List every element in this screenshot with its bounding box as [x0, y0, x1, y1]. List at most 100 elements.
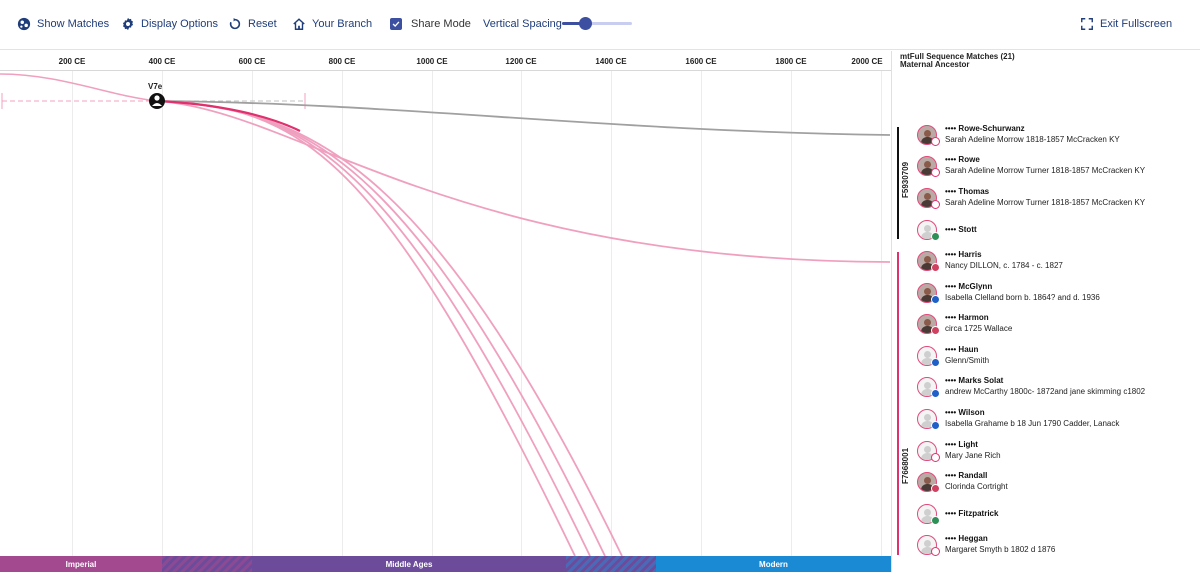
- gridline: [342, 71, 343, 556]
- scotland-flag-icon: [931, 389, 940, 398]
- axis-tick: 1400 CE: [595, 57, 627, 66]
- your-branch-label: Your Branch: [312, 18, 373, 30]
- matches-header: mtFull Sequence Matches (21) Maternal An…: [900, 53, 1015, 69]
- match-name: •••• Heggan: [945, 534, 988, 543]
- axis-tick: 1000 CE: [416, 57, 448, 66]
- match-item[interactable]: •••• Wilson Isabella Grahame b 18 Jun 17…: [917, 408, 1197, 436]
- match-ancestor: Isabella Clelland born b. 1864? and d. 1…: [945, 293, 1100, 302]
- axis-tick: 2000 CE: [851, 57, 883, 66]
- branch-line-pink: [156, 100, 891, 263]
- england-flag-icon: [931, 137, 940, 146]
- match-item[interactable]: •••• Light Mary Jane Rich: [917, 440, 1197, 468]
- exit-fullscreen-button[interactable]: Exit Fullscreen: [1080, 14, 1172, 34]
- match-name: •••• Wilson: [945, 408, 985, 417]
- axis-tick: 1200 CE: [505, 57, 537, 66]
- match-item[interactable]: •••• McGlynn Isabella Clelland born b. 1…: [917, 282, 1197, 310]
- slider-thumb[interactable]: [579, 17, 593, 30]
- match-name: •••• Marks Solat: [945, 376, 1004, 385]
- display-options-label: Display Options: [141, 18, 219, 30]
- timeline-axis: 200 CE 400 CE 600 CE 800 CE 1000 CE 1200…: [0, 51, 892, 71]
- match-name: •••• Randall: [945, 471, 988, 480]
- vertical-spacing-control: Vertical Spacing: [483, 14, 562, 34]
- share-mode-toggle[interactable]: Share Mode: [390, 14, 471, 34]
- globe-icon: [17, 17, 31, 31]
- match-ancestor: Mary Jane Rich: [945, 451, 1001, 460]
- era-modern: Modern: [656, 556, 891, 572]
- vertical-spacing-slider[interactable]: [562, 17, 632, 30]
- ireland-flag-icon: [931, 516, 940, 525]
- group-label-f5930709: F5930709: [901, 161, 910, 198]
- branch-line-falling: [156, 100, 623, 556]
- era-middle-ages: Middle Ages: [252, 556, 566, 572]
- match-item[interactable]: •••• Stott: [917, 219, 1197, 247]
- era-transition: [566, 556, 656, 572]
- exit-fullscreen-icon: [1081, 18, 1093, 30]
- match-name: •••• Harmon: [945, 313, 989, 322]
- gridline: [611, 71, 612, 556]
- share-mode-label: Share Mode: [411, 18, 471, 30]
- gridline: [432, 71, 433, 556]
- ireland-flag-icon: [931, 232, 940, 241]
- match-ancestor: Nancy DILLON, c. 1784 - c. 1827: [945, 261, 1063, 270]
- branch-line-highlight: [156, 99, 301, 132]
- era-imperial: Imperial: [0, 556, 162, 572]
- match-ancestor: Margaret Smyth b 1802 d 1876: [945, 545, 1056, 554]
- match-ancestor: Sarah Adeline Morrow Turner 1818-1857 Mc…: [945, 198, 1146, 207]
- axis-tick: 400 CE: [148, 57, 176, 66]
- toolbar: Show Matches Display Options Reset Your …: [0, 0, 1200, 50]
- match-item[interactable]: •••• Heggan Margaret Smyth b 1802 d 1876: [917, 534, 1197, 562]
- match-ancestor: Sarah Adeline Morrow 1818-1857 McCracken…: [945, 135, 1120, 144]
- match-name: •••• Haun: [945, 345, 979, 354]
- match-ancestor: Clorinda Cortright: [945, 482, 1008, 491]
- reset-button[interactable]: Reset: [228, 14, 277, 34]
- usa-flag-icon: [931, 484, 940, 493]
- match-item[interactable]: •••• Rowe Sarah Adeline Morrow Turner 18…: [917, 155, 1197, 183]
- match-name: •••• Rowe: [945, 155, 980, 164]
- axis-tick: 1800 CE: [775, 57, 807, 66]
- era-label: Middle Ages: [385, 559, 433, 569]
- show-matches-button[interactable]: Show Matches: [17, 14, 109, 34]
- match-name: •••• McGlynn: [945, 282, 993, 291]
- match-ancestor: Sarah Adeline Morrow Turner 1818-1857 Mc…: [945, 166, 1146, 175]
- match-item[interactable]: •••• Rowe-Schurwanz Sarah Adeline Morrow…: [917, 124, 1197, 152]
- scotland-flag-icon: [931, 421, 940, 430]
- vertical-spacing-label: Vertical Spacing: [483, 18, 562, 30]
- match-item[interactable]: •••• Marks Solat andrew McCarthy 1800c- …: [917, 376, 1197, 404]
- ancestral-line: [0, 73, 158, 102]
- match-ancestor: andrew McCarthy 1800c- 1872and jane skim…: [945, 387, 1146, 396]
- match-item[interactable]: •••• Harmon circa 1725 Wallace: [917, 313, 1197, 341]
- england-flag-icon: [931, 547, 940, 556]
- match-name: •••• Thomas: [945, 187, 990, 196]
- england-flag-icon: [931, 453, 940, 462]
- match-name: •••• Light: [945, 440, 978, 449]
- display-options-button[interactable]: Display Options: [121, 14, 218, 34]
- match-item[interactable]: •••• Thomas Sarah Adeline Morrow Turner …: [917, 187, 1197, 215]
- era-label: Modern: [759, 559, 788, 569]
- maternal-ancestor-heading: Maternal Ancestor: [900, 60, 970, 69]
- gridline: [521, 71, 522, 556]
- usa-flag-icon: [931, 263, 940, 272]
- reset-label: Reset: [248, 18, 277, 30]
- match-name: •••• Fitzpatrick: [945, 509, 999, 518]
- match-ancestor: Glenn/Smith: [945, 356, 990, 365]
- share-mode-checkbox[interactable]: [390, 18, 402, 30]
- england-flag-icon: [931, 168, 940, 177]
- match-name: •••• Rowe-Schurwanz: [945, 124, 1025, 133]
- match-item[interactable]: •••• Fitzpatrick: [917, 503, 1197, 531]
- panel-divider: [891, 51, 892, 572]
- match-item[interactable]: •••• Haun Glenn/Smith: [917, 345, 1197, 373]
- home-icon: [293, 18, 305, 30]
- scotland-flag-icon: [931, 358, 940, 367]
- match-item[interactable]: •••• Harris Nancy DILLON, c. 1784 - c. 1…: [917, 250, 1197, 278]
- match-name: •••• Harris: [945, 250, 982, 259]
- match-ancestor: circa 1725 Wallace: [945, 324, 1013, 333]
- match-item[interactable]: •••• Randall Clorinda Cortright: [917, 471, 1197, 499]
- exit-fullscreen-label: Exit Fullscreen: [1100, 18, 1173, 30]
- era-transition: [162, 556, 252, 572]
- gridline: [881, 71, 882, 556]
- your-branch-button[interactable]: Your Branch: [292, 14, 372, 34]
- group-bar-f5930709: [897, 127, 899, 239]
- scotland-flag-icon: [931, 295, 940, 304]
- usa-flag-icon: [931, 326, 940, 335]
- axis-tick: 600 CE: [238, 57, 266, 66]
